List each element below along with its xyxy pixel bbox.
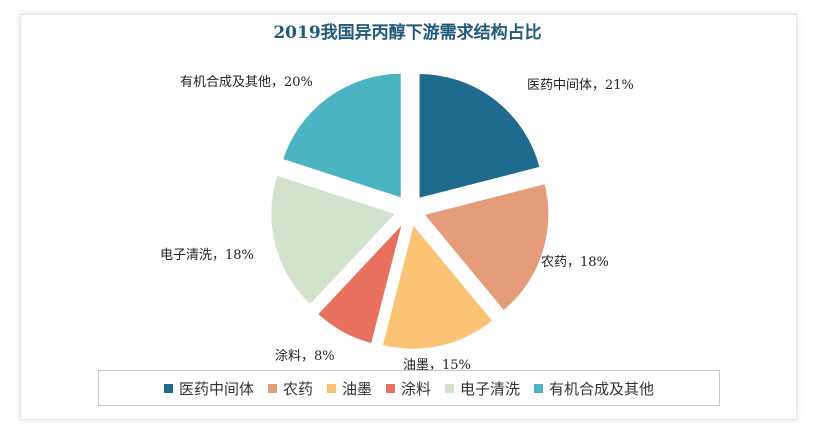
- legend-swatch-5: [534, 383, 544, 393]
- legend-item-0: 医药中间体: [163, 378, 254, 399]
- legend-label-4: 电子清洗: [460, 379, 521, 398]
- slice-label-4: 电子清洗，18%: [160, 248, 254, 263]
- legend-swatch-0: [163, 383, 173, 393]
- legend-item-4: 电子清洗: [445, 378, 520, 399]
- pie-slice-4: [269, 173, 399, 307]
- legend-item-5: 有机合成及其他: [534, 378, 654, 399]
- legend-item-3: 涂料: [386, 378, 431, 399]
- legend-swatch-3: [386, 383, 395, 393]
- pie-slice-0: [417, 71, 542, 201]
- pie-slice-3: [315, 221, 405, 346]
- slice-label-0: 医药中间体，21%: [527, 78, 634, 93]
- chart-frame: [20, 14, 797, 420]
- slice-label-5: 有机合成及其他，20%: [180, 75, 313, 90]
- legend-swatch-4: [445, 383, 455, 393]
- legend-label-3: 涂料: [401, 379, 432, 398]
- pie-slice-5: [280, 71, 403, 201]
- legend-label-5: 有机合成及其他: [549, 379, 655, 398]
- legend-item-1: 农药: [267, 378, 313, 399]
- slice-label-2: 油墨，15%: [403, 358, 471, 373]
- legend-swatch-1: [267, 383, 277, 393]
- chart-title: 2019我国异丙醇下游需求结构占比: [273, 23, 542, 43]
- pie-slice-2: [380, 221, 495, 351]
- slice-label-1: 农药，18%: [541, 255, 609, 270]
- legend-label-1: 农药: [282, 379, 313, 398]
- legend-label-0: 医药中间体: [178, 379, 254, 398]
- legend-item-2: 油墨: [326, 378, 372, 399]
- slice-label-3: 涂料，8%: [275, 348, 335, 364]
- legend-swatch-2: [326, 383, 336, 393]
- pie-slice-1: [421, 181, 551, 313]
- chart-legend: 医药中间体 农药 油墨 涂料 电子清洗 有机合成及其他: [98, 370, 720, 406]
- legend-label-2: 油墨: [341, 379, 372, 398]
